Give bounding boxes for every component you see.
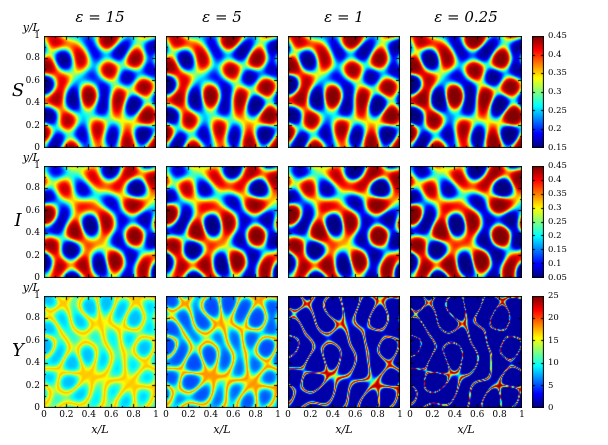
y-tick-label: 1 (34, 161, 40, 171)
x-tick-label: 0.8 (248, 410, 263, 420)
y-tick-label: 0.6 (25, 75, 40, 86)
colorbar-tick-label: 0.2 (548, 124, 562, 135)
colorbar-tick-label: 0.25 (548, 105, 567, 116)
x-tick-label: 0.2 (59, 410, 74, 420)
y-tick-label: 0 (34, 403, 40, 413)
x-axis-label: x/L (213, 423, 231, 436)
heatmap-panel-S-col3 (288, 36, 400, 148)
x-tick-label: 1 (519, 410, 525, 420)
heatmap-panel-Y-col4 (410, 296, 522, 408)
x-axis-label: x/L (91, 423, 109, 436)
x-tick-label: 0.6 (470, 410, 485, 420)
heatmap-panel-I-col4 (410, 166, 522, 278)
x-tick-label: 0.4 (447, 410, 462, 420)
x-tick-label: 0.8 (492, 410, 507, 420)
colorbar-tick-label: 0 (548, 403, 554, 413)
x-tick-label: 0.6 (104, 410, 119, 420)
colorbar-tick-label: 0.25 (548, 217, 567, 227)
y-tick-label: 1 (34, 291, 40, 301)
y-tick-label: 0.2 (25, 120, 40, 131)
row-label: S (11, 80, 25, 101)
y-axis-label: y/L (22, 281, 40, 294)
x-tick-label: 0.8 (126, 410, 141, 420)
x-tick-label: 0 (163, 410, 169, 420)
colorbar-tick-label: 0.05 (548, 273, 567, 283)
y-tick-label: 0.4 (25, 358, 40, 369)
x-tick-label: 0.6 (348, 410, 363, 420)
x-axis-label: x/L (457, 423, 475, 436)
heatmap-panel-I-col2 (166, 166, 278, 278)
heatmap-panel-S-col2 (166, 36, 278, 148)
heatmap-panel-S-col1 (44, 36, 156, 148)
column-title: ε = 5 (202, 8, 242, 26)
heatmap-panel-S-col4 (410, 36, 522, 148)
heatmap-panel-Y-col1 (44, 296, 156, 408)
colorbar-tick-label: 0.45 (548, 31, 567, 41)
x-tick-label: 0.4 (81, 410, 96, 420)
colorbar-tick-label: 0.4 (548, 49, 562, 60)
y-axis-label: y/L (22, 151, 40, 164)
y-tick-label: 0.6 (25, 335, 40, 346)
colorbar-tick-label: 0.45 (548, 161, 567, 171)
y-axis-label: y/L (22, 21, 40, 34)
y-tick-label: 0.4 (25, 228, 40, 239)
row-label: Y (12, 340, 24, 361)
colorbar-S (532, 36, 544, 148)
x-tick-label: 0.2 (303, 410, 318, 420)
colorbar-tick-label: 0.35 (548, 68, 567, 79)
y-tick-label: 0.4 (25, 98, 40, 109)
y-tick-label: 0 (34, 143, 40, 153)
row-label: I (14, 210, 22, 231)
colorbar-I (532, 166, 544, 278)
heatmap-panel-I-col1 (44, 166, 156, 278)
colorbar-tick-label: 0.3 (548, 87, 562, 97)
colorbar-tick-label: 0.4 (548, 175, 562, 185)
y-tick-label: 1 (34, 31, 40, 41)
heatmap-panel-Y-col3 (288, 296, 400, 408)
x-tick-label: 0.2 (425, 410, 440, 420)
colorbar-tick-label: 20 (548, 313, 559, 324)
colorbar-tick-label: 10 (548, 358, 559, 369)
y-tick-label: 0.8 (25, 53, 40, 64)
y-tick-label: 0.8 (25, 183, 40, 194)
x-tick-label: 0.8 (370, 410, 385, 420)
colorbar-tick-label: 0.35 (548, 189, 567, 199)
x-tick-label: 0 (285, 410, 291, 420)
x-tick-label: 0 (407, 410, 413, 420)
colorbar-tick-label: 0.1 (548, 259, 562, 269)
heatmap-panel-I-col3 (288, 166, 400, 278)
colorbar-tick-label: 0.3 (548, 203, 562, 213)
colorbar-tick-label: 5 (548, 380, 554, 391)
colorbar-tick-label: 0.15 (548, 245, 567, 255)
x-tick-label: 1 (153, 410, 159, 420)
y-tick-label: 0.6 (25, 205, 40, 216)
y-tick-label: 0 (34, 273, 40, 283)
colorbar-tick-label: 0.15 (548, 143, 567, 153)
x-tick-label: 0.6 (226, 410, 241, 420)
column-title: ε = 0.25 (434, 8, 498, 26)
column-title: ε = 15 (75, 8, 125, 26)
colorbar-tick-label: 0.2 (548, 231, 562, 241)
x-tick-label: 1 (397, 410, 403, 420)
x-tick-label: 1 (275, 410, 281, 420)
heatmap-panel-Y-col2 (166, 296, 278, 408)
colorbar-tick-label: 15 (548, 335, 559, 346)
x-tick-label: 0.2 (181, 410, 196, 420)
column-title: ε = 1 (324, 8, 364, 26)
x-axis-label: x/L (335, 423, 353, 436)
colorbar-tick-label: 25 (548, 291, 559, 301)
x-tick-label: 0.4 (203, 410, 218, 420)
y-tick-label: 0.8 (25, 313, 40, 324)
y-tick-label: 0.2 (25, 380, 40, 391)
x-tick-label: 0 (41, 410, 47, 420)
x-tick-label: 0.4 (325, 410, 340, 420)
colorbar-Y (532, 296, 544, 408)
y-tick-label: 0.2 (25, 250, 40, 261)
